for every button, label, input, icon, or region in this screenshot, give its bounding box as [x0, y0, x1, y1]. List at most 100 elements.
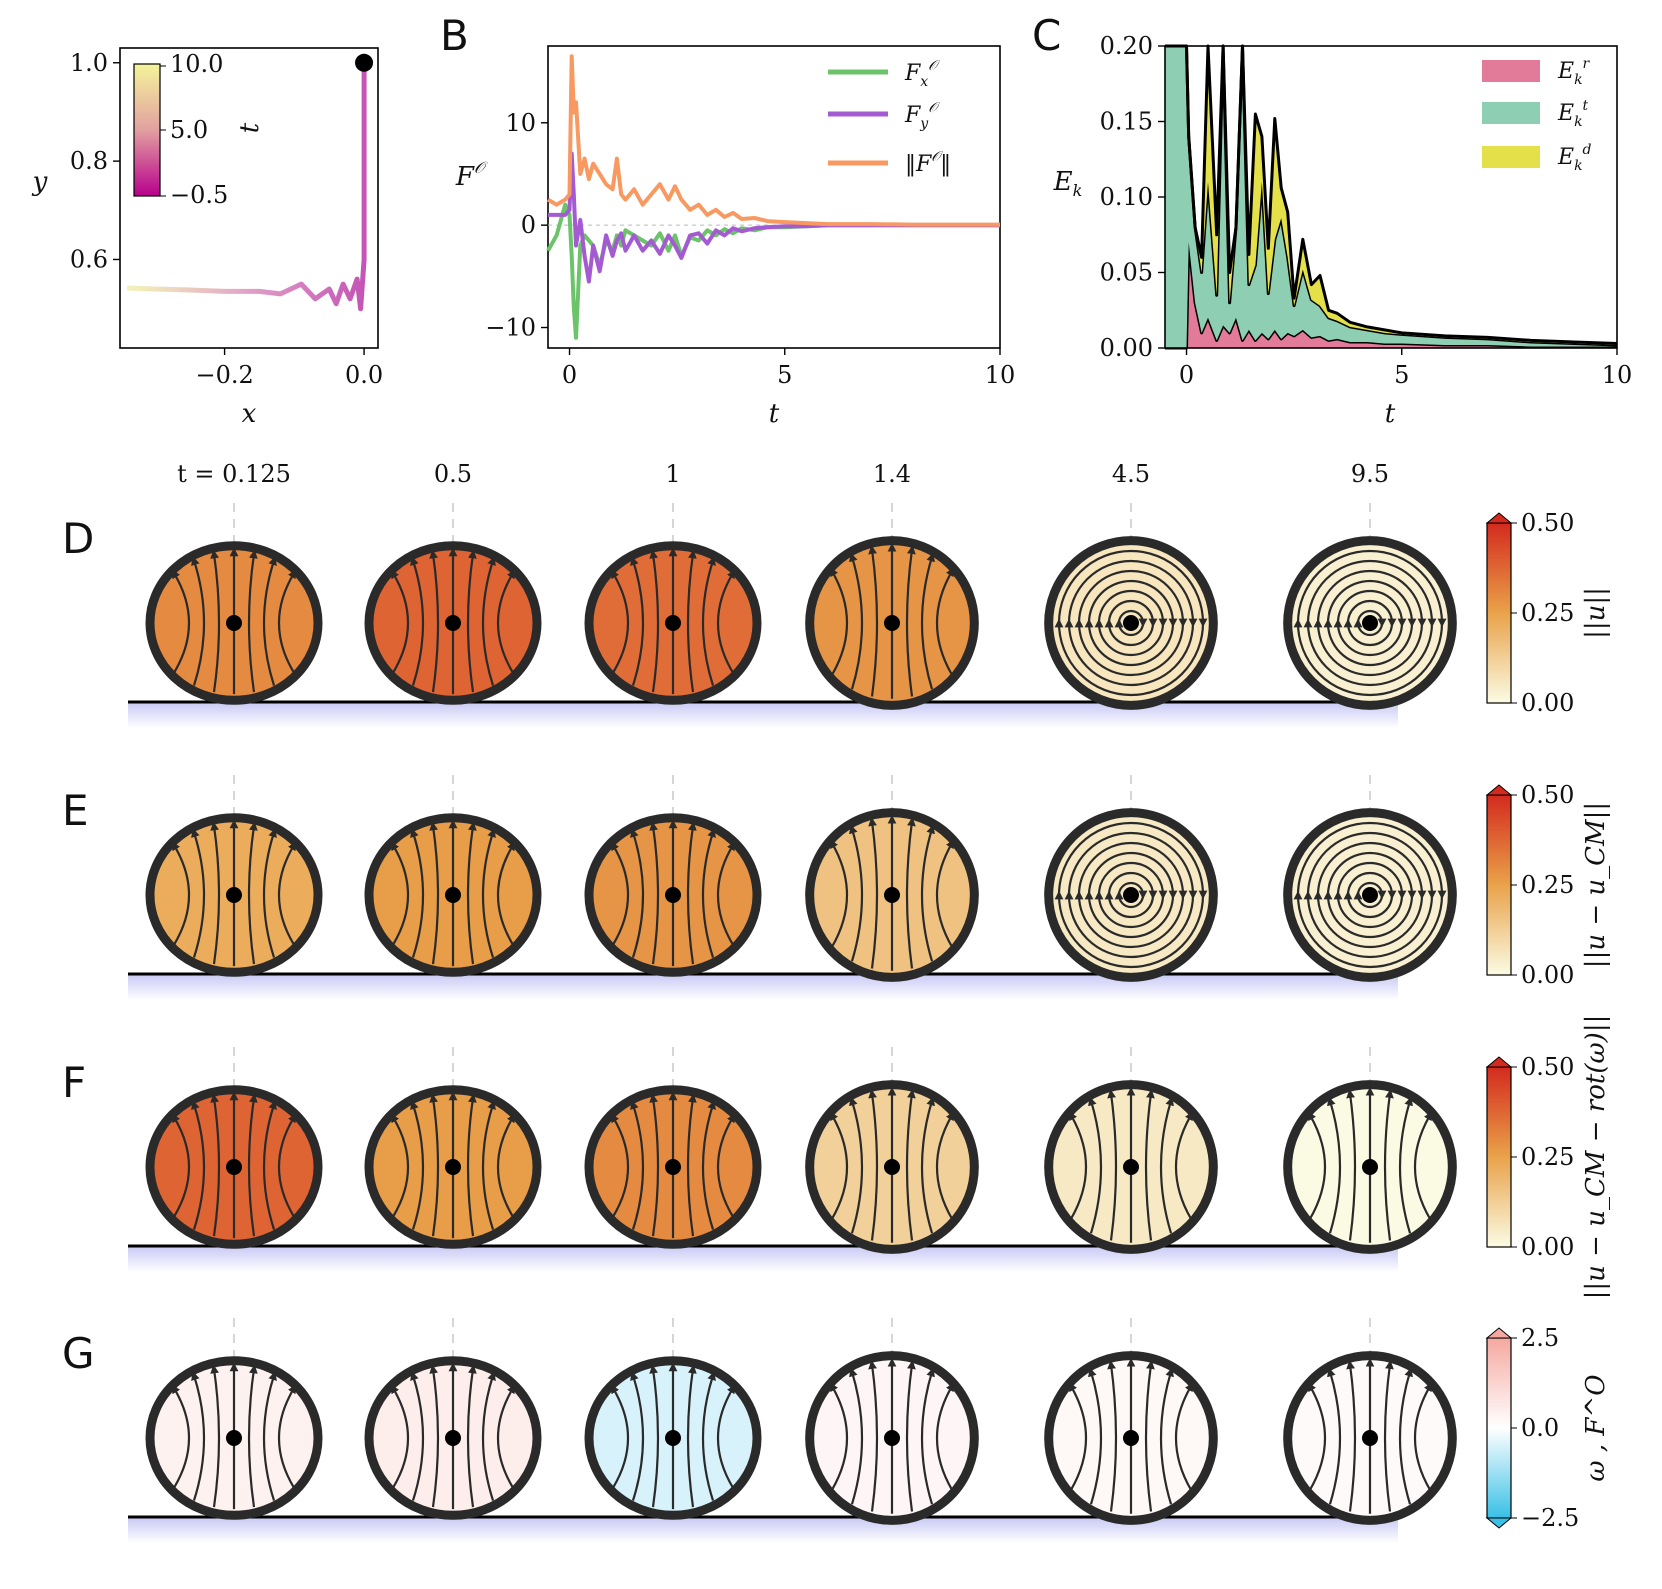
- streamline: [278, 841, 297, 946]
- streamline: [1159, 1096, 1174, 1234]
- streamline: [701, 1100, 716, 1230]
- streamline: [191, 556, 206, 686]
- streamline: [171, 1113, 190, 1218]
- cell-centroid-marker: [665, 887, 681, 903]
- panel-b-axes-frame: [547, 45, 1001, 349]
- colorbar-tick-label: 0.00: [1521, 689, 1574, 717]
- panel-b-legend: Fx𝒪 Fy𝒪 ‖F𝒪‖: [828, 58, 951, 177]
- snapshot-row-d: D 0.50 0.25 0.00 ||u||: [62, 503, 1611, 728]
- colorbar-tick-label: −2.5: [1521, 1504, 1579, 1532]
- legend-swatch-er: [1482, 60, 1540, 82]
- cell-centroid-marker: [665, 615, 681, 631]
- streamline: [610, 1113, 629, 1218]
- colorbar-d: [1486, 522, 1512, 704]
- streamline: [210, 821, 221, 965]
- cell-snapshot: [805, 808, 979, 982]
- panel-a-xlabel: x: [242, 399, 257, 429]
- cell-snapshot: [1044, 536, 1218, 710]
- panel-c-area-er: [1165, 242, 1617, 348]
- panel-b-series-fnorm: [546, 54, 1000, 227]
- cell-centroid-marker: [665, 1430, 681, 1446]
- panel-c-ytick-label: 0.10: [1100, 183, 1153, 211]
- colorbar-f: [1486, 1066, 1512, 1248]
- streamline: [191, 1100, 206, 1230]
- legend-label-fy: Fy𝒪: [904, 100, 940, 132]
- streamline: [171, 841, 190, 946]
- snapshot-row-e: E 0.50 0.25 0.00||u − u_CM||: [62, 775, 1611, 1000]
- streamline: [497, 841, 516, 946]
- panel-a-ytick-label: 0.8: [70, 147, 108, 175]
- streamline: [191, 1371, 206, 1501]
- panel-c-legend: Ekr Ekt Ekd: [1482, 56, 1592, 174]
- streamline: [429, 1093, 440, 1237]
- streamline: [278, 1384, 297, 1489]
- streamline: [390, 1113, 409, 1218]
- snapshot-time-label: 4.5: [1112, 460, 1150, 488]
- streamline: [278, 1113, 297, 1218]
- streamline: [210, 549, 221, 693]
- panel-label-g: G: [62, 1329, 95, 1378]
- cell-centroid-marker: [884, 1430, 900, 1446]
- panel-a-trajectory: [126, 53, 374, 312]
- panel-a-ytick-label: 1.0: [70, 49, 108, 77]
- colorbar-tick-label: 0.50: [1521, 781, 1574, 809]
- streamline: [429, 549, 440, 693]
- streamline: [1107, 1360, 1118, 1512]
- colorbar-label-g: ω , F^O: [1581, 1374, 1611, 1481]
- panel-a-trajectory-line: [126, 62, 367, 312]
- streamline: [905, 817, 916, 969]
- cell-snapshot: [145, 1356, 323, 1520]
- streamline: [936, 567, 955, 676]
- panel-b-ytick-label: −10: [485, 314, 536, 342]
- cell-snapshot: [1044, 1351, 1218, 1525]
- panel-c-area-et: [1165, 46, 1617, 348]
- streamline: [936, 839, 955, 948]
- streamline: [1307, 1111, 1326, 1220]
- snapshot-time-label: 9.5: [1351, 460, 1389, 488]
- cell-centroid-marker: [1123, 615, 1139, 631]
- streamline: [1307, 1382, 1326, 1491]
- cell-snapshot: [805, 1351, 979, 1525]
- streamline: [429, 1364, 440, 1508]
- panel-b-ticks: 0 5 10 −10 0 10: [485, 109, 1015, 389]
- panel-c-ytick-label: 0.15: [1100, 108, 1153, 136]
- streamline: [481, 1371, 496, 1501]
- streamline: [1054, 549, 1208, 697]
- legend-label-fnorm: ‖F𝒪‖: [905, 149, 951, 177]
- streamline: [410, 1100, 425, 1230]
- cell-snapshot: [1283, 1351, 1457, 1525]
- panel-a-colorbar-ticks: 10.0 5.0 −0.5: [160, 50, 228, 209]
- panel-c: C 0 5 10 0.00 0.05 0.10 0.15 0.20 t Ek Ekr Ekt …: [1032, 11, 1632, 429]
- streamline: [262, 828, 277, 958]
- streamline: [717, 569, 736, 674]
- streamline: [262, 556, 277, 686]
- panel-a-ytick-label: 0.6: [70, 245, 108, 273]
- cell-snapshot: [1044, 808, 1218, 982]
- cell-snapshot: [805, 536, 979, 710]
- cell-snapshot: [1283, 1080, 1457, 1254]
- streamline: [247, 1364, 258, 1508]
- streamline: [686, 821, 697, 965]
- streamline: [701, 1371, 716, 1501]
- cell-centroid-marker: [884, 615, 900, 631]
- streamline: [1175, 1382, 1194, 1491]
- snapshot-time-labels: t = 0.125 0.5 1 1.4 4.5 9.5: [177, 460, 1389, 488]
- cell-centroid-marker: [884, 1159, 900, 1175]
- streamline: [191, 828, 206, 958]
- streamline: [497, 569, 516, 674]
- streamline: [497, 1384, 516, 1489]
- colorbar-g: [1486, 1337, 1512, 1519]
- streamline: [849, 1367, 864, 1505]
- streamline: [1414, 1111, 1433, 1220]
- legend-label-ed: Ekd: [1557, 142, 1592, 174]
- panel-b-xtick-label: 5: [777, 361, 792, 389]
- panel-c-area-ed-edge: [1165, 44, 1618, 345]
- cell-centroid-marker: [1123, 1430, 1139, 1446]
- streamline: [210, 1093, 221, 1237]
- panel-label-f: F: [62, 1058, 86, 1107]
- snapshot-rows: D 0.500.250.00||u|| E 0.500.250.00||u − u_C…: [62, 503, 1611, 1543]
- cell-centroid-marker: [226, 615, 242, 631]
- streamline: [247, 549, 258, 693]
- panel-a-xtick-label: −0.2: [195, 361, 253, 389]
- panel-b-ylabel: F𝒪: [455, 158, 488, 192]
